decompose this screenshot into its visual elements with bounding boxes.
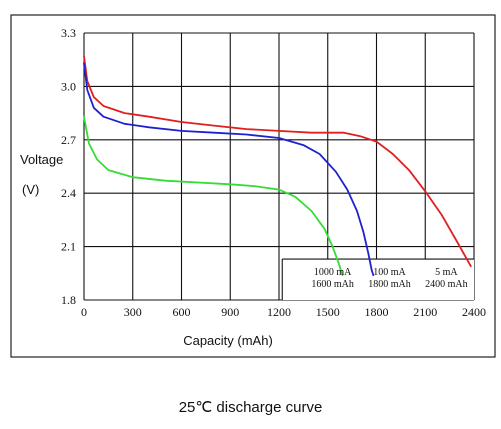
legend-capacity-label: 2400 mAh: [425, 279, 468, 290]
x-tick-label: 0: [81, 305, 87, 319]
y-tick-label: 2.7: [61, 133, 76, 147]
series-line: [83, 115, 344, 277]
series-line: [83, 55, 472, 268]
legend-box: [281, 258, 474, 300]
y-axis-label-line2: (V): [22, 182, 39, 197]
x-axis-label: Capacity (mAh): [183, 333, 273, 348]
y-tick-label: 2.1: [61, 240, 76, 254]
x-tick-label: 600: [173, 305, 191, 319]
tick-labels: 0 300 600 900 1200 1500 1800 2100 2400 1.8 2.1 2.4 2…: [61, 26, 486, 319]
x-tick-label: 900: [221, 305, 239, 319]
series-line: [83, 62, 375, 277]
x-tick-label: 1500: [316, 305, 340, 319]
legend-rate-label: 1000 mA: [314, 267, 352, 278]
legend-background: [282, 259, 474, 300]
x-tick-label: 300: [124, 305, 142, 319]
legend-capacity-label: 1800 mAh: [368, 279, 411, 290]
y-tick-label: 3.0: [61, 79, 76, 93]
chart-caption: 25℃ discharge curve: [178, 399, 323, 416]
legend-rate-label: 5 mA: [435, 267, 458, 278]
y-tick-label: 3.3: [61, 26, 76, 40]
x-tick-label: 1800: [365, 305, 389, 319]
x-tick-label: 2100: [413, 305, 437, 319]
y-axis-label-line1: Voltage: [20, 152, 63, 167]
legend-capacity-label: 1600 mAh: [311, 279, 354, 290]
y-tick-label: 2.4: [61, 186, 76, 200]
y-tick-label: 1.8: [61, 293, 76, 307]
x-tick-label: 2400: [462, 305, 486, 319]
x-tick-label: 1200: [267, 305, 291, 319]
chart-frame: [10, 14, 496, 358]
series-lines: [83, 55, 472, 277]
legend-rate-label: 100 mA: [373, 267, 406, 278]
